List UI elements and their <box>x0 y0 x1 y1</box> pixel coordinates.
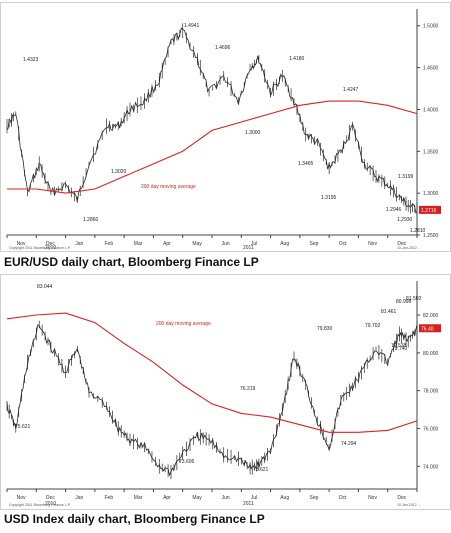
price-annotation: 74.294 <box>341 441 357 447</box>
price-annotation: 76.219 <box>240 386 256 392</box>
x-tick-label: Sep <box>310 495 319 501</box>
year-label: 2010 <box>45 245 56 251</box>
usd-index-chart-frame: 74.000 76.000 78.000 80.000 82.000 Nov Dec Jan F… <box>0 274 451 510</box>
y-tick-label: 1.5000 <box>423 24 439 30</box>
last-value-label: 76.40 <box>421 326 434 332</box>
price-annotation: 1.4941 <box>184 23 200 29</box>
last-value-box <box>419 205 441 214</box>
x-tick-label: Dec <box>46 241 55 247</box>
price-annotation: 1.2860 <box>83 217 99 223</box>
price-annotation: 1.3195 <box>321 195 337 201</box>
x-tick-label: Jul <box>251 241 257 247</box>
x-tick-label: Dec <box>46 495 55 501</box>
source-note: Copyright 2011 Bloomberg Finance L.P. <box>9 246 71 250</box>
x-tick-label: Jan <box>75 241 83 247</box>
x-tick-label: Jun <box>222 495 230 501</box>
price-annotation: 75.621 <box>15 424 31 430</box>
year-label: 2011 <box>243 245 254 251</box>
moving-average-label: 200 day moving average <box>141 184 196 190</box>
price-annotation: 1.2946 <box>386 207 402 213</box>
x-tick-label: Mar <box>134 241 143 247</box>
price-annotation: 79.740 <box>392 346 408 352</box>
y-tick-label: 76.000 <box>423 426 439 432</box>
price-annotation: 79.702 <box>365 323 381 329</box>
last-value-box <box>419 324 441 333</box>
x-tick-label: Mar <box>134 495 143 501</box>
source-note: Copyright 2011 Bloomberg Finance L.P. <box>9 503 71 507</box>
price-annotation: 1.3465 <box>298 161 314 167</box>
x-tick-label: Aug <box>280 495 289 501</box>
x-tick-label: Jun <box>222 241 230 247</box>
price-annotation: 81.461 <box>381 309 397 315</box>
price-annotation: 1.3199 <box>398 174 414 180</box>
usd-index-chart-caption: USD Index daily chart, Bloomberg Finance… <box>4 512 265 526</box>
y-tick-label: 78.000 <box>423 389 439 395</box>
price-annotation: 1.4323 <box>23 57 39 63</box>
year-label: 2011 <box>243 501 254 507</box>
price-annotation: 80.998 <box>396 299 412 305</box>
price-annotation: 1.4696 <box>215 45 231 51</box>
x-tick-label: Jan <box>75 495 83 501</box>
eurusd-panel: 1.3000 1.3500 1.4000 1.4500 1.5000 1.2500 Nov D… <box>0 2 451 272</box>
price-annotation: 1.4180 <box>289 56 305 62</box>
y-tick-label: 1.3500 <box>423 149 439 155</box>
price-annotation: 1.3000 <box>245 130 261 136</box>
y-tick-label: 1.2500 <box>423 233 439 239</box>
price-annotation: 81.502 <box>406 296 422 302</box>
y-tick-label: 1.4000 <box>423 107 439 113</box>
price-annotation: 1.2930 <box>397 217 413 223</box>
x-tick-label: Oct <box>339 241 347 247</box>
eurusd-chart-frame: 1.3000 1.3500 1.4000 1.4500 1.5000 1.2500 Nov D… <box>0 2 451 252</box>
x-tick-label: Oct <box>339 495 347 501</box>
usd-index-chart: 74.000 76.000 78.000 80.000 82.000 Nov Dec Jan F… <box>6 281 441 507</box>
eurusd-chart-caption: EUR/USD daily chart, Bloomberg Finance L… <box>4 255 259 269</box>
price-annotation: 73.621 <box>253 467 269 473</box>
price-annotation: 1.2810 <box>410 228 426 234</box>
moving-average-line <box>7 100 418 194</box>
x-tick-label: Apr <box>163 495 171 501</box>
price-annotation: 83.044 <box>37 284 53 290</box>
x-tick-label: Jul <box>251 495 257 501</box>
x-tick-label: Nov <box>17 241 26 247</box>
y-tick-label: 1.4500 <box>423 66 439 72</box>
moving-average-label: 200 day moving average <box>156 321 211 327</box>
x-tick-label: Sep <box>310 241 319 247</box>
x-tick-label: Nov <box>368 241 377 247</box>
y-tick-label: 1.3000 <box>423 191 439 197</box>
x-tick-label: Feb <box>105 495 114 501</box>
price-annotation: 1.3020 <box>111 169 127 175</box>
x-tick-label: Apr <box>163 241 171 247</box>
x-tick-label: Dec <box>397 241 406 247</box>
usd-index-panel: 74.000 76.000 78.000 80.000 82.000 Nov Dec Jan F… <box>0 274 451 533</box>
x-tick-label: May <box>192 241 202 247</box>
price-series-line <box>6 324 418 477</box>
x-tick-label: Feb <box>105 241 114 247</box>
eurusd-chart: 1.3000 1.3500 1.4000 1.4500 1.5000 1.2500 Nov D… <box>6 9 441 251</box>
price-annotation: 79.538 <box>391 343 407 349</box>
price-series-line <box>6 27 418 214</box>
x-tick-label: Nov <box>17 495 26 501</box>
x-tick-label: Nov <box>368 495 377 501</box>
last-value-label: 1.2716 <box>421 208 437 214</box>
price-annotation: 73.606 <box>179 459 195 465</box>
date-label: 10-Jan-2012 ... <box>397 503 421 507</box>
y-tick-label: 82.000 <box>423 313 439 319</box>
x-tick-label: May <box>192 495 202 501</box>
y-tick-label: 74.000 <box>423 464 439 470</box>
price-annotation: 1.4247 <box>343 87 359 93</box>
x-tick-label: Dec <box>397 495 406 501</box>
x-tick-label: Aug <box>280 241 289 247</box>
year-label: 2010 <box>45 501 56 507</box>
moving-average-line <box>6 312 418 433</box>
y-tick-label: 80.000 <box>423 351 439 357</box>
price-annotation: 79.830 <box>317 326 333 332</box>
date-label: 10-Jan-2012 ... <box>397 246 421 250</box>
